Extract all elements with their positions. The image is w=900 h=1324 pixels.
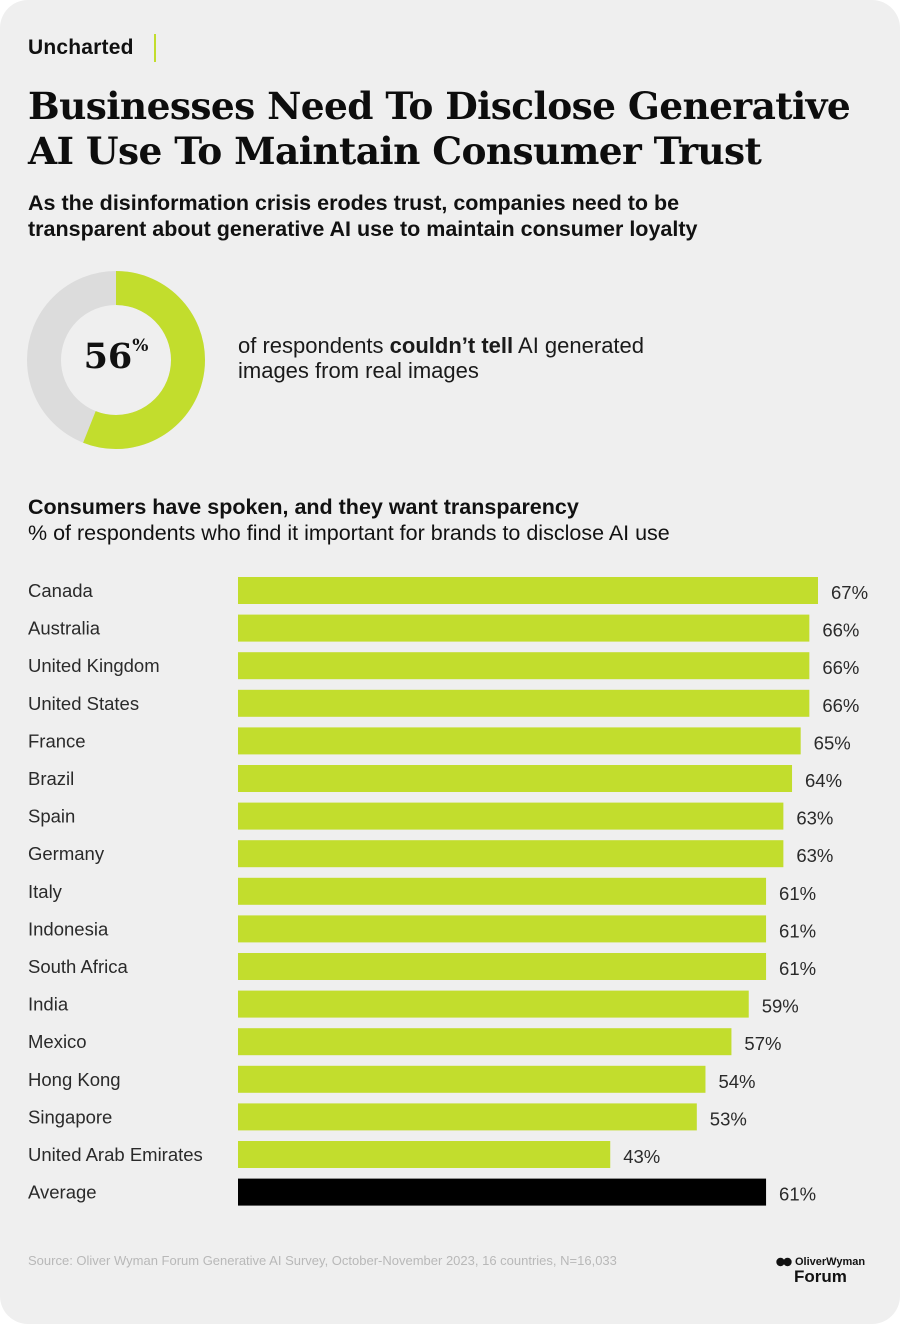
stat-line-1: of respondents couldn’t tell AI generate… bbox=[238, 333, 758, 358]
bar-category-label: Mexico bbox=[28, 1031, 87, 1052]
donut-value-arc bbox=[27, 271, 205, 449]
bar-category-label: Hong Kong bbox=[28, 1069, 121, 1090]
bar-value-label: 43% bbox=[623, 1146, 660, 1167]
bar-category-label: Spain bbox=[28, 806, 75, 827]
bar-value-label: 61% bbox=[779, 883, 816, 904]
bar bbox=[238, 1065, 706, 1093]
bar bbox=[238, 1141, 611, 1168]
donut-value-number: 56 bbox=[83, 336, 133, 377]
bar bbox=[238, 990, 749, 1018]
bar bbox=[238, 727, 801, 755]
stat-text-pre: of respondents bbox=[238, 333, 390, 358]
bar-category-label: France bbox=[28, 730, 86, 751]
bar-category-label: India bbox=[28, 994, 69, 1015]
bar-category-label: Brazil bbox=[28, 768, 74, 789]
logo-line-2: Forum bbox=[794, 1267, 847, 1286]
title-line-1: Businesses Need To Disclose Generative bbox=[28, 84, 851, 128]
bar-value-label: 53% bbox=[710, 1108, 747, 1129]
subtitle: As the disinformation crisis erodes trus… bbox=[28, 190, 878, 242]
bar-category-label: Singapore bbox=[28, 1106, 112, 1127]
bar-value-label: 57% bbox=[744, 1033, 781, 1054]
bar bbox=[238, 840, 784, 868]
bar-category-label: United Kingdom bbox=[28, 655, 160, 676]
bar bbox=[238, 802, 784, 830]
bar-value-label: 61% bbox=[779, 920, 816, 941]
bar bbox=[238, 877, 767, 905]
bar bbox=[238, 689, 810, 717]
brand-divider bbox=[154, 34, 156, 62]
subtitle-line-2: transparent about generative AI use to m… bbox=[28, 217, 698, 241]
chart-subtitle: % of respondents who find it important f… bbox=[28, 521, 670, 545]
chart-heading: Consumers have spoken, and they want tra… bbox=[28, 494, 888, 546]
bar-value-label: 61% bbox=[779, 958, 816, 979]
oliver-wyman-forum-logo: OliverWyman Forum bbox=[776, 1256, 886, 1286]
bar-average bbox=[238, 1178, 767, 1206]
stat-text-post: AI generated bbox=[513, 333, 645, 358]
bar-value-label: 64% bbox=[805, 770, 842, 791]
brand-label: Uncharted bbox=[28, 36, 134, 59]
donut-value: 56% bbox=[26, 336, 206, 377]
bar-category-label: United Arab Emirates bbox=[28, 1144, 203, 1165]
logo-top-row: OliverWyman bbox=[776, 1256, 886, 1268]
bar-category-label: Average bbox=[28, 1182, 97, 1203]
bar-value-label: 65% bbox=[814, 732, 851, 753]
bar bbox=[238, 1028, 732, 1056]
bar-category-label: Germany bbox=[28, 843, 105, 864]
title-line-2: AI Use To Maintain Consumer Trust bbox=[28, 129, 762, 173]
chart-title: Consumers have spoken, and they want tra… bbox=[28, 495, 579, 519]
bar-value-label: 63% bbox=[796, 808, 833, 829]
bar-value-label: 66% bbox=[822, 695, 859, 716]
bar bbox=[238, 614, 810, 642]
bar-value-label: 67% bbox=[831, 582, 868, 603]
oliver-wyman-mark-icon bbox=[776, 1257, 792, 1267]
stat-line-2: images from real images bbox=[238, 358, 479, 383]
bar-value-label: 61% bbox=[779, 1184, 816, 1205]
bar-category-label: Canada bbox=[28, 580, 94, 601]
bar-value-label: 54% bbox=[718, 1071, 755, 1092]
bar-category-label: United States bbox=[28, 693, 139, 714]
source-note: Source: Oliver Wyman Forum Generative AI… bbox=[28, 1253, 617, 1268]
stat-description: of respondents couldn’t tell AI generate… bbox=[238, 333, 758, 383]
stat-text-bold: couldn’t tell bbox=[389, 333, 514, 358]
bar-value-label: 59% bbox=[762, 996, 799, 1017]
bar bbox=[238, 915, 767, 943]
donut-value-unit: % bbox=[132, 336, 149, 356]
bar-category-label: South Africa bbox=[28, 956, 128, 977]
bar bbox=[238, 1103, 697, 1131]
bar-value-label: 66% bbox=[822, 657, 859, 678]
page-title: Businesses Need To Disclose Generative A… bbox=[28, 84, 888, 174]
bar-category-label: Italy bbox=[28, 881, 63, 902]
bar bbox=[238, 765, 793, 792]
bar-category-label: Indonesia bbox=[28, 918, 109, 939]
bar-category-label: Australia bbox=[28, 618, 101, 639]
bar-value-label: 66% bbox=[822, 620, 859, 641]
logo-line-1: OliverWyman bbox=[795, 1256, 866, 1268]
bar bbox=[238, 953, 767, 980]
donut-chart bbox=[27, 271, 205, 449]
bar-value-label: 63% bbox=[796, 845, 833, 866]
bar bbox=[238, 577, 818, 604]
bar bbox=[238, 652, 810, 680]
subtitle-line-1: As the disinformation crisis erodes trus… bbox=[28, 191, 680, 215]
